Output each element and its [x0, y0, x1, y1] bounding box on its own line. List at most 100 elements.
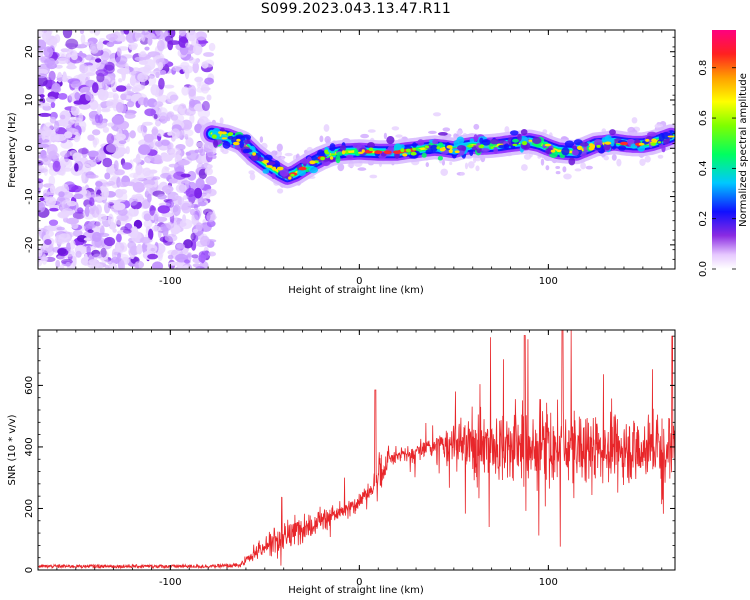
halo-blob	[367, 129, 376, 133]
noise-blob	[178, 30, 187, 37]
noise-blob	[131, 87, 141, 93]
noise-blob	[114, 31, 124, 42]
noise-blob	[134, 30, 145, 41]
noise-blob	[59, 117, 69, 127]
noise-blob	[104, 172, 111, 180]
halo-blob	[585, 165, 593, 170]
noise-blob	[131, 226, 139, 239]
noise-blob	[143, 213, 151, 222]
ridge-blob	[212, 128, 221, 137]
noise-blob	[43, 225, 54, 230]
y-tick-label: 0	[24, 567, 35, 573]
noise-blob	[38, 181, 43, 190]
ridge-accent	[276, 166, 284, 171]
noise-blob	[89, 197, 95, 207]
figure-title: S099.2023.043.13.47.R11	[260, 1, 452, 17]
noise-blob	[195, 222, 203, 232]
halo-blob	[555, 166, 561, 169]
noise-blob	[172, 104, 183, 112]
noise-blob	[70, 219, 77, 227]
halo-blob	[277, 188, 284, 194]
noise-blob	[97, 213, 108, 222]
noise-blob	[153, 213, 159, 225]
ridge-blob	[329, 143, 336, 152]
noise-blob	[49, 116, 57, 124]
noise-blob	[167, 254, 174, 260]
noise-blob	[200, 235, 210, 247]
noise-blob	[143, 97, 149, 108]
ridge-blob	[579, 142, 589, 147]
y-tick-label: 0	[24, 145, 35, 151]
colorbar-tick-label: 0.8	[698, 60, 709, 76]
halo-blob	[616, 158, 622, 167]
noise-blob	[148, 228, 154, 240]
snr-y-axis: 0 200 400 600	[24, 335, 675, 573]
ridge-accent	[650, 142, 656, 146]
noise-blob	[87, 229, 94, 233]
ridge-blob	[438, 132, 448, 136]
ridge-blob	[346, 154, 354, 159]
noise-blob	[191, 254, 199, 259]
noise-blob	[176, 243, 185, 249]
ridge-blob	[336, 151, 344, 156]
ridge-blob	[309, 155, 320, 162]
y-tick-label: 600	[24, 376, 35, 395]
halo-blob	[391, 126, 400, 131]
noise-blob	[142, 125, 148, 133]
halo-blob	[357, 167, 367, 171]
noise-blob	[143, 133, 154, 143]
ridge-blob	[568, 157, 576, 166]
ridge-accent	[439, 147, 446, 152]
noise-blob	[102, 157, 113, 168]
ridge-blob	[239, 139, 244, 149]
ridge-blob	[222, 141, 231, 149]
noise-blob	[111, 115, 125, 125]
noise-blob	[118, 78, 123, 83]
noise-blob	[73, 100, 85, 105]
noise-blob	[106, 133, 115, 145]
noise-blob	[81, 43, 86, 48]
x-tick-label: -100	[159, 577, 182, 588]
noise-blob	[84, 65, 96, 76]
snr-x-label: Height of straight line (km)	[288, 585, 424, 596]
noise-blob	[62, 208, 73, 214]
colorbar-ticks: 0.0 0.2 0.4 0.6 0.8	[698, 60, 736, 277]
noise-blob	[187, 84, 197, 97]
noise-blob	[38, 73, 48, 79]
noise-blob	[147, 253, 159, 260]
noise-blob	[157, 62, 164, 71]
noise-blob	[184, 108, 196, 116]
noise-blob	[166, 200, 175, 208]
halo-blob	[459, 171, 465, 176]
spectrogram-x-label: Height of straight line (km)	[288, 285, 424, 296]
ridge-blob	[503, 143, 510, 150]
halo-blob	[639, 158, 646, 166]
noise-blob	[175, 183, 187, 193]
noise-blob	[143, 64, 152, 74]
ridge-accent	[330, 153, 337, 156]
noise-blob	[126, 100, 135, 108]
noise-blob	[155, 119, 161, 127]
ridge-blob	[244, 148, 253, 153]
x-tick-label: 0	[356, 276, 362, 287]
noise-blob	[45, 196, 57, 207]
noise-blob	[95, 220, 103, 230]
ridge-accent	[589, 143, 594, 147]
noise-blob	[100, 108, 111, 113]
noise-blob	[185, 42, 191, 48]
noise-blob	[135, 163, 143, 176]
noise-blob	[139, 237, 151, 244]
ridge-accent	[521, 141, 528, 146]
noise-blob	[87, 41, 94, 47]
halo-blob	[284, 152, 293, 157]
ridge-accent	[265, 165, 273, 168]
halo-blob	[473, 123, 480, 130]
noise-blob	[87, 134, 95, 141]
noise-blob	[78, 103, 91, 110]
noise-blob	[181, 86, 190, 96]
noise-blob	[194, 209, 201, 221]
noise-blob	[189, 208, 196, 216]
noise-blob	[62, 30, 73, 39]
noise-blob	[79, 30, 85, 34]
ridge-accent	[329, 156, 334, 160]
